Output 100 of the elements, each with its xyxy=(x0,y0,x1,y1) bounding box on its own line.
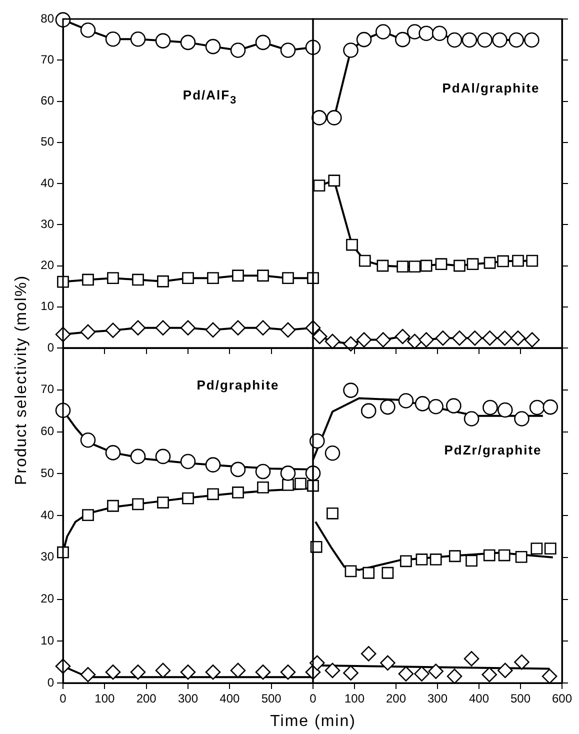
y-tick-label: 20 xyxy=(40,592,54,606)
point xyxy=(255,664,271,680)
point xyxy=(326,507,338,520)
point xyxy=(407,334,422,350)
point xyxy=(82,274,94,286)
point xyxy=(514,654,530,670)
point xyxy=(80,324,96,340)
y-tick-label: 60 xyxy=(40,424,54,438)
point xyxy=(483,549,496,562)
point xyxy=(230,42,246,58)
x-tick-label: 400 xyxy=(468,692,490,706)
point xyxy=(343,382,358,398)
point xyxy=(346,238,358,251)
point xyxy=(257,270,269,282)
point xyxy=(294,478,306,490)
point xyxy=(80,432,96,448)
point xyxy=(446,398,462,414)
point xyxy=(380,399,396,415)
point xyxy=(492,32,508,48)
point xyxy=(155,320,171,336)
point xyxy=(324,662,340,678)
point xyxy=(280,322,296,338)
point xyxy=(107,272,119,284)
point xyxy=(375,332,391,348)
point xyxy=(130,320,146,336)
point xyxy=(57,546,69,558)
point xyxy=(307,272,319,284)
point xyxy=(130,448,146,464)
point xyxy=(398,666,414,682)
point xyxy=(310,433,325,449)
point xyxy=(157,275,169,288)
point xyxy=(382,566,394,579)
point xyxy=(466,554,478,567)
point xyxy=(205,457,221,472)
point xyxy=(360,403,376,418)
x-tick-label: 400 xyxy=(220,692,240,706)
point xyxy=(376,260,389,272)
point xyxy=(105,322,121,338)
point xyxy=(512,254,524,267)
point xyxy=(498,549,510,562)
x-tick-label: 0 xyxy=(310,692,317,706)
point xyxy=(82,509,94,522)
point xyxy=(414,396,430,412)
text: PdZr/graphite xyxy=(444,442,542,458)
point xyxy=(255,34,271,50)
y-tick-label: 40 xyxy=(40,508,54,522)
y-tick-label: 10 xyxy=(40,633,54,648)
y-tick-label: 0 xyxy=(47,340,54,354)
point xyxy=(310,540,322,553)
point xyxy=(414,666,430,682)
y-tick-label: 60 xyxy=(40,94,54,108)
y-tick-label: 40 xyxy=(40,176,54,190)
point xyxy=(105,32,121,47)
point xyxy=(358,254,371,267)
point xyxy=(375,24,391,40)
point xyxy=(362,566,375,579)
point xyxy=(107,500,119,512)
point xyxy=(497,330,512,346)
point xyxy=(394,32,410,48)
point xyxy=(477,32,492,48)
point xyxy=(230,320,246,336)
point xyxy=(155,33,171,48)
point xyxy=(428,664,444,679)
point xyxy=(132,498,144,510)
x-tick-label: 0 xyxy=(60,692,67,706)
x-tick-label: 500 xyxy=(510,692,531,706)
point xyxy=(508,32,524,48)
point xyxy=(356,332,372,348)
point xyxy=(130,32,146,47)
point xyxy=(324,334,340,350)
point xyxy=(428,398,444,414)
point xyxy=(282,478,294,491)
point xyxy=(484,256,496,269)
y-tick-label: 10 xyxy=(40,299,54,314)
point xyxy=(324,445,340,461)
point xyxy=(280,664,296,680)
point xyxy=(510,330,526,346)
point xyxy=(464,411,480,426)
point xyxy=(482,330,498,346)
point xyxy=(180,320,196,336)
point xyxy=(232,270,244,282)
point xyxy=(230,462,246,478)
point xyxy=(344,565,357,578)
point xyxy=(420,260,432,272)
point xyxy=(255,320,271,336)
y-tick-label: 70 xyxy=(40,52,54,66)
point xyxy=(182,492,194,504)
point xyxy=(497,402,513,418)
point xyxy=(497,662,513,678)
x-tick-label: 300 xyxy=(427,692,448,706)
point xyxy=(80,22,96,38)
point xyxy=(524,332,540,348)
text: PdAl/graphite xyxy=(442,80,540,96)
y-tick-label: 30 xyxy=(40,216,54,231)
x-tick-label: 300 xyxy=(178,692,198,706)
point xyxy=(432,26,448,42)
point xyxy=(230,662,246,678)
point xyxy=(105,664,121,680)
point xyxy=(312,110,327,126)
point xyxy=(466,258,479,270)
